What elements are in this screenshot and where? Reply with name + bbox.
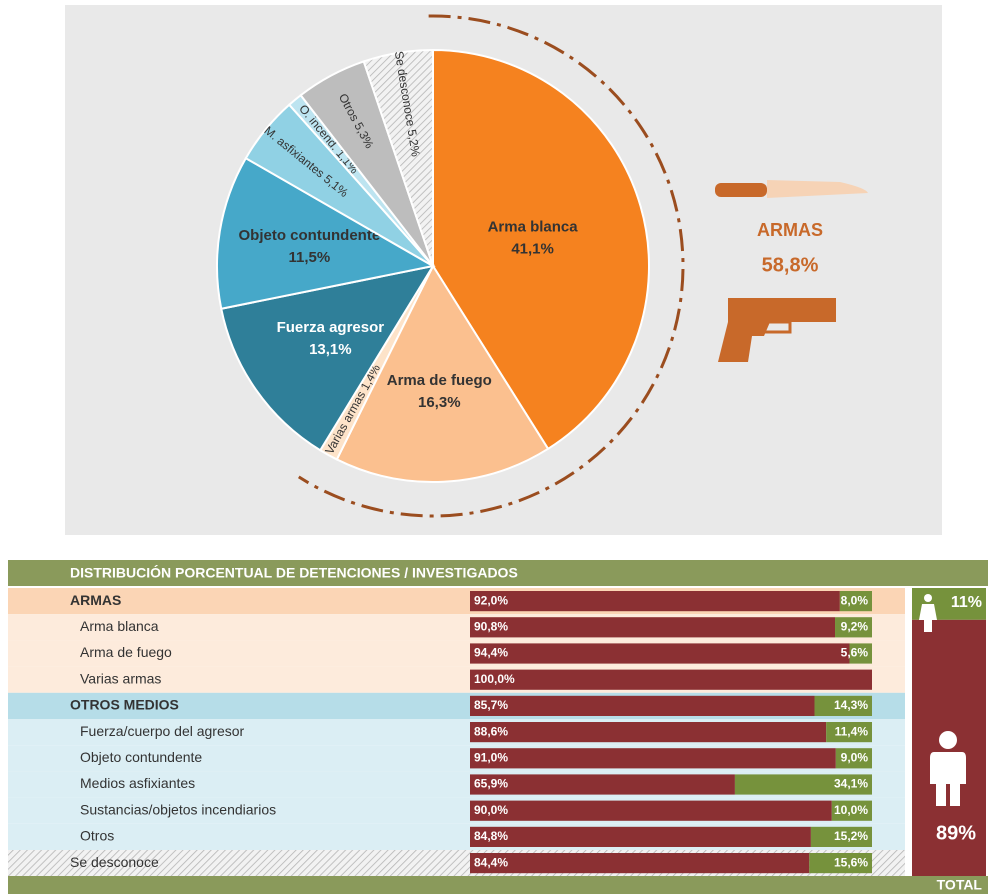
female-icon <box>919 594 937 632</box>
category-label: Arma blanca <box>488 218 579 235</box>
value-label: 15,2% <box>834 829 868 843</box>
value-label: 9,2% <box>841 619 869 633</box>
pie-slice <box>220 264 436 452</box>
value-label: 34,1% <box>834 777 868 791</box>
row-label: Varias armas <box>80 670 161 686</box>
icon-part <box>939 731 957 749</box>
value-label: 9,0% <box>841 750 869 764</box>
bar-segment <box>470 826 811 847</box>
bar-segment <box>839 591 872 612</box>
total-label: 11% <box>951 594 982 611</box>
value-label: 10,0% <box>834 803 868 817</box>
male-icon <box>930 731 966 806</box>
icon-part <box>919 604 937 632</box>
row-label: Se desconoce <box>70 854 159 870</box>
pie-label: Arma blanca 41,1% <box>488 218 579 257</box>
bar-segment <box>470 853 810 874</box>
bar-segment <box>470 774 735 795</box>
bar-segment <box>470 617 836 638</box>
value-label: 84,4% <box>474 855 508 869</box>
value-label: 91,0% <box>474 750 508 764</box>
bar-segment <box>734 774 872 795</box>
value-label: 5,2% <box>404 128 422 158</box>
pie-label: Arma de fuego 16,3% <box>387 372 492 411</box>
bar-segment <box>814 695 872 716</box>
knife-icon <box>715 180 868 198</box>
value-label: 100,0% <box>474 672 515 686</box>
row-label: Objeto contundente <box>80 749 202 765</box>
value-label: 5,6% <box>841 646 869 660</box>
annotation: 58,8% <box>762 254 819 276</box>
row-label: Sustancias/objetos incendiarios <box>80 801 276 817</box>
row-label: Otros <box>80 828 114 844</box>
table-title: DISTRIBUCIÓN PORCENTUAL DE DETENCIONES /… <box>70 564 518 581</box>
bar-segment <box>470 591 840 612</box>
value-label: 94,4% <box>474 646 508 660</box>
row-label: ARMAS <box>70 592 121 608</box>
pie-slice <box>216 156 436 310</box>
value-label: 84,8% <box>474 829 508 843</box>
value-label: 90,8% <box>474 619 508 633</box>
category-label: Arma de fuego <box>387 372 492 389</box>
icon-part <box>924 594 932 602</box>
value-label: 16,3% <box>418 394 461 411</box>
bar-segment <box>826 722 872 743</box>
value-label: 14,3% <box>834 698 868 712</box>
total-bar <box>8 876 988 894</box>
pie-label: Fuerza agresor 13,1% <box>277 319 385 358</box>
bar-segment <box>470 695 815 716</box>
value-label: 88,6% <box>474 724 508 738</box>
bar-segment <box>810 826 872 847</box>
total-label: 89% <box>936 822 976 844</box>
pie-chart: Arma blanca 41,1%Arma de fuego 16,3%Varias… <box>216 14 685 518</box>
bar-segment <box>809 853 872 874</box>
value-label: 13,1% <box>309 341 352 358</box>
row-label: Medios asfixiantes <box>80 775 195 791</box>
total-title: TOTAL <box>937 877 983 893</box>
value-label: 15,6% <box>834 855 868 869</box>
pie-slice <box>432 48 650 451</box>
value-label: 11,5% <box>288 249 330 266</box>
value-label: 85,7% <box>474 698 508 712</box>
annotation: ARMAS <box>757 220 823 240</box>
bar-segment <box>470 722 827 743</box>
pie-slice <box>362 48 434 267</box>
value-label: 11,4% <box>835 724 869 738</box>
bar-segment <box>849 643 872 664</box>
row-label: Fuerza/cuerpo del agresor <box>80 723 245 739</box>
value-label: 92,0% <box>474 593 508 607</box>
gun-icon <box>718 298 836 362</box>
value-label: 90,0% <box>474 803 508 817</box>
pie-slice <box>335 263 550 483</box>
bar-segment <box>835 617 872 638</box>
category-label: Fuerza agresor <box>277 319 385 336</box>
bar-segment <box>470 643 850 664</box>
row-label: Arma de fuego <box>80 644 172 660</box>
bar-segment <box>470 748 836 769</box>
row-label: OTROS MEDIOS <box>70 697 179 713</box>
bar-segment <box>835 748 872 769</box>
bar-segment <box>470 800 832 821</box>
icon-part <box>930 752 966 806</box>
table: ARMAS 92,0% 8,0% Arma blanca 90,8% 9,2% Arma d… <box>8 588 986 877</box>
value-label: 8,0% <box>841 593 869 607</box>
category-label: Objeto contundente <box>239 227 381 244</box>
table-title-bar <box>8 560 988 586</box>
pie-label: Objeto contundente 11,5% <box>239 227 381 266</box>
bar-segment <box>831 800 872 821</box>
bar-segment <box>470 669 872 690</box>
value-label: 41,1% <box>511 240 554 257</box>
row-label: Arma blanca <box>80 618 159 634</box>
value-label: 65,9% <box>474 777 508 791</box>
